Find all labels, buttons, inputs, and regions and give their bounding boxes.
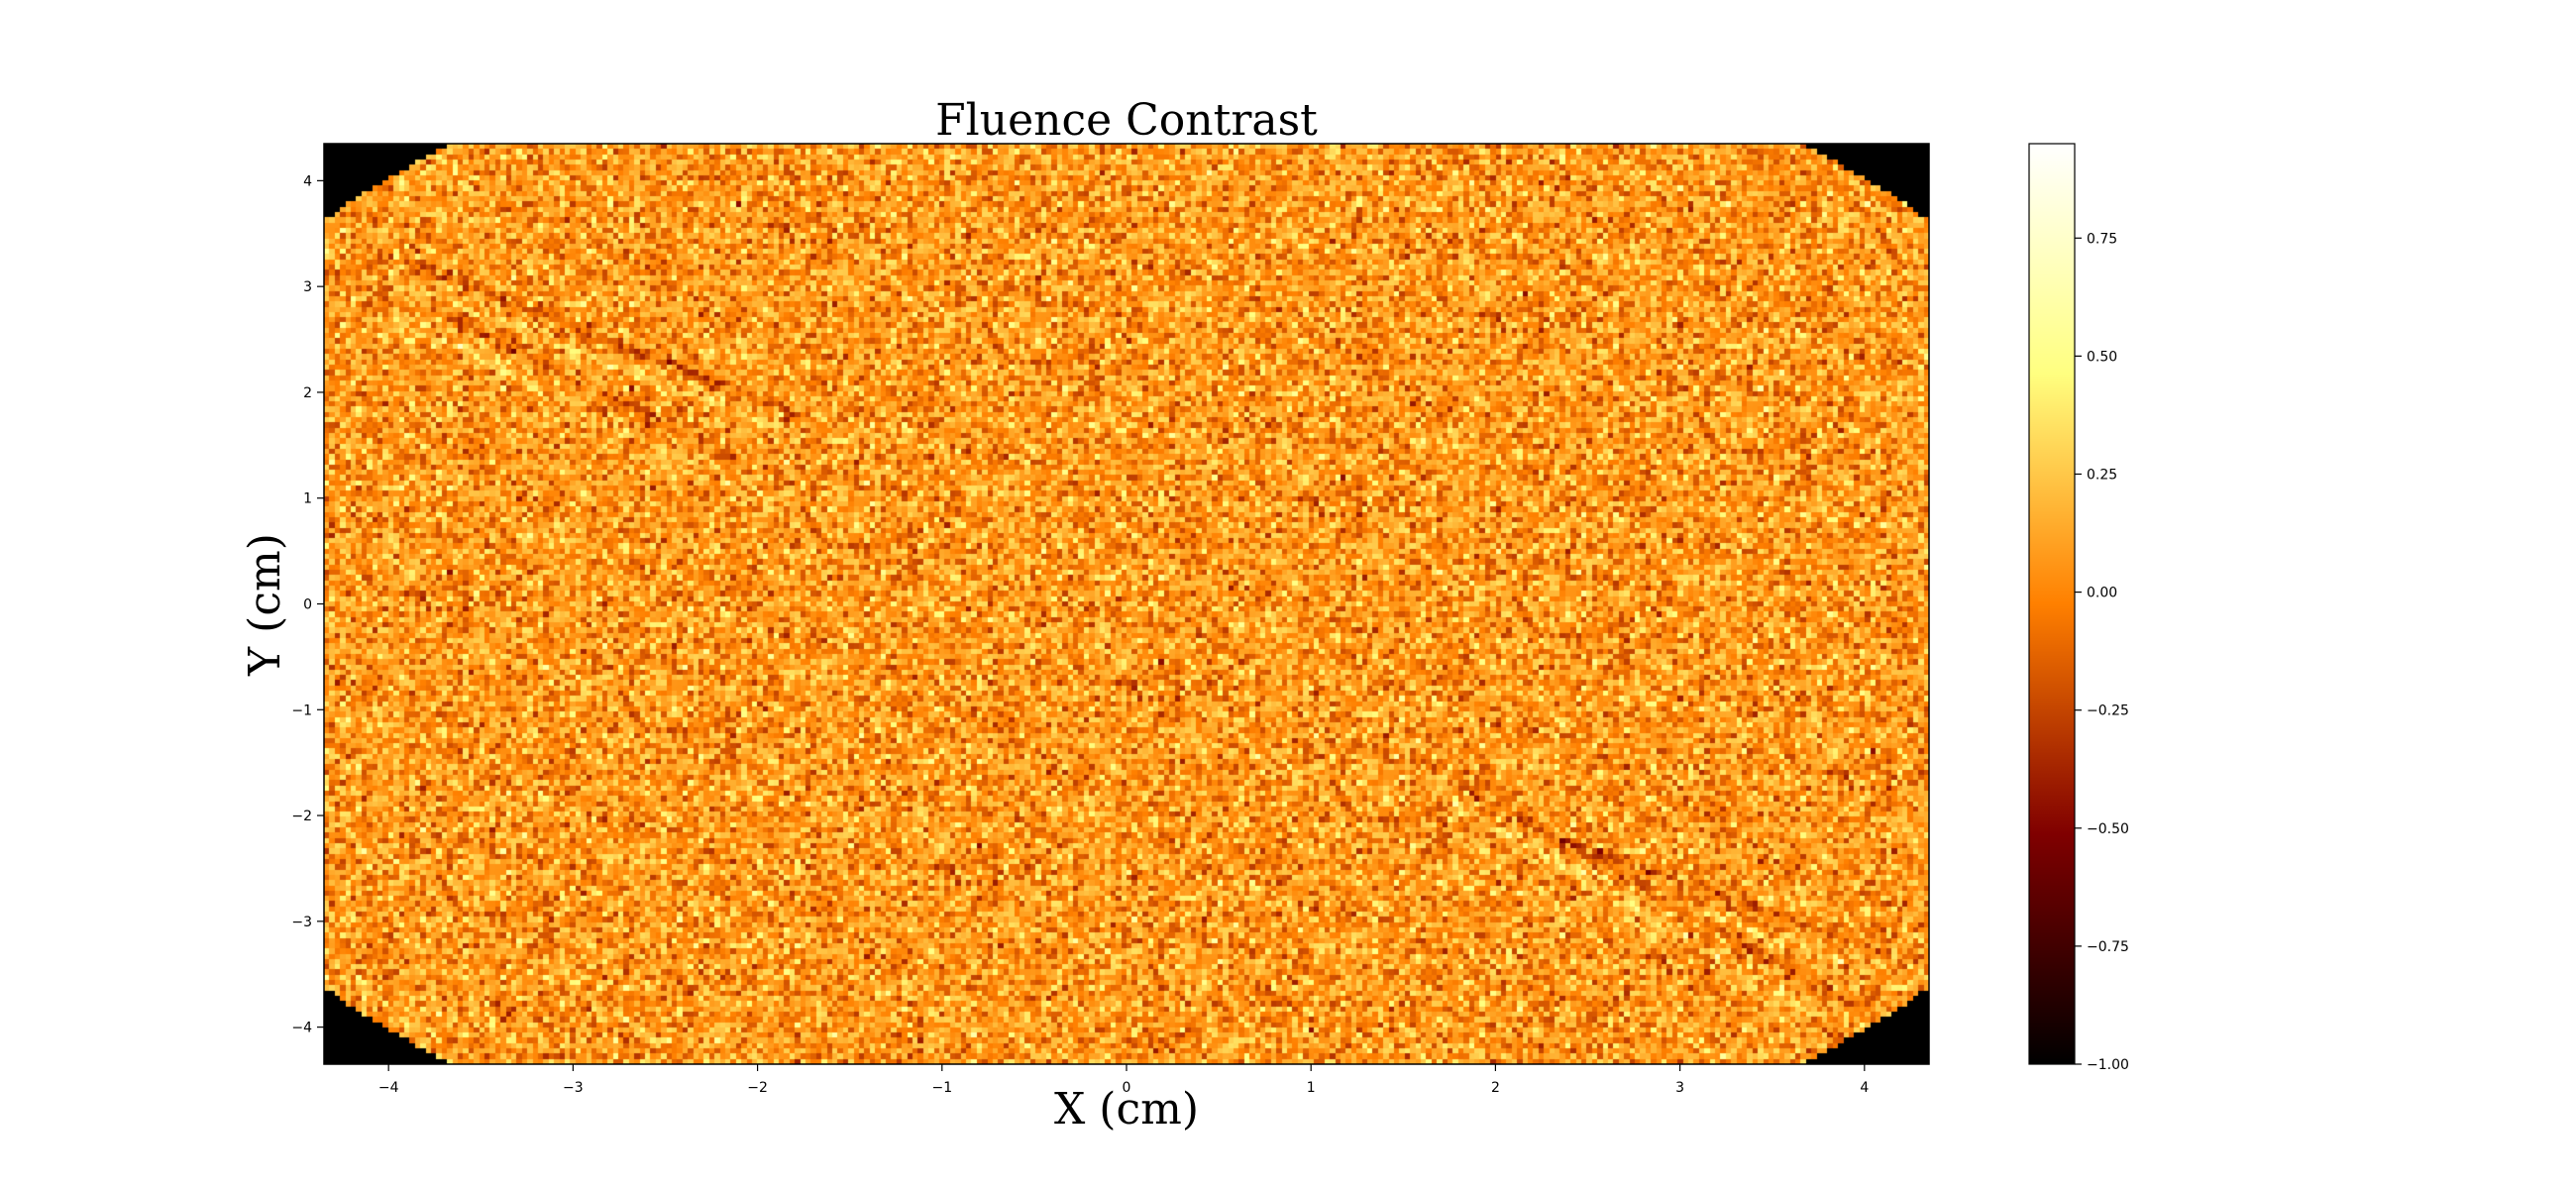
x-tick-label: 3 [1675,1080,1684,1096]
y-tick-label: −2 [291,809,312,824]
colorbar-tick-label: −1.00 [2087,1057,2129,1073]
colorbar-tick-label: 0.00 [2087,586,2117,601]
y-tick-label: 3 [303,279,312,295]
y-axis: −4 −3 −2 −1 0 1 2 3 4 [291,173,324,1036]
y-tick-label: −3 [291,915,312,930]
colorbar-tick-label: −0.50 [2087,821,2129,837]
x-tick-label: 2 [1491,1080,1500,1096]
x-axis-label: X (cm) [1054,1084,1199,1135]
x-tick-label: 4 [1860,1080,1869,1096]
x-tick-label: −1 [931,1080,952,1096]
x-tick-label: −2 [747,1080,768,1096]
y-tick-label: 4 [303,173,312,189]
colorbar-ticks: −1.00 −0.75 −0.50 −0.25 0.00 0.25 0.50 0.75 [2075,231,2129,1073]
colorbar-tick-label: 0.50 [2087,349,2117,365]
colorbar-tick-label: 0.75 [2087,231,2117,247]
x-tick-label: 1 [1307,1080,1316,1096]
chart-title: Fluence Contrast [935,95,1318,146]
colorbar: −1.00 −0.75 −0.50 −0.25 0.00 0.25 0.50 0.75 [2028,143,2129,1073]
y-tick-label: 0 [303,597,312,613]
y-axis-label: Y (cm) [240,533,290,677]
colorbar-frame [2028,143,2076,1065]
colorbar-tick-label: 0.25 [2087,467,2117,483]
x-axis: −4 −3 −2 −1 0 1 2 3 4 [378,1064,1869,1096]
y-tick-label: −4 [291,1021,312,1036]
colorbar-tick-label: −0.75 [2087,939,2129,955]
heatmap-image [324,144,1929,1064]
y-tick-label: 1 [303,491,312,507]
colorbar-gradient [2029,144,2075,1064]
x-tick-label: 0 [1123,1080,1131,1096]
y-tick-label: 2 [303,385,312,401]
x-tick-label: −4 [378,1080,399,1096]
colorbar-tick-label: −0.25 [2087,703,2129,719]
heatmap-plot-area [323,143,1930,1065]
x-tick-label: −3 [563,1080,584,1096]
y-tick-label: −1 [291,703,312,718]
